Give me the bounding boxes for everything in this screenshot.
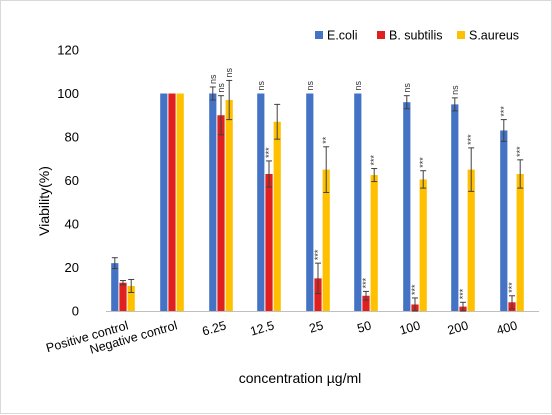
y-tick-label: 60 (65, 173, 79, 188)
significance-label: ns (402, 83, 412, 93)
bar-bsubtilis (119, 282, 127, 311)
significance-label: ns (216, 83, 226, 93)
bar-ecoli (403, 102, 411, 311)
bar-bsubtilis (168, 93, 176, 311)
significance-label: ns (305, 80, 315, 90)
significance-label: ns (224, 67, 234, 77)
x-tick-label: 50 (356, 318, 373, 335)
significance-label: *** (507, 282, 517, 293)
error-bar (128, 278, 135, 294)
significance-label: ns (450, 85, 460, 95)
x-axis-title: concentration µg/ml (239, 370, 361, 386)
y-tick-label: 20 (65, 260, 79, 275)
significance-label: ** (321, 136, 331, 144)
bar-ecoli (306, 93, 314, 311)
bar-ecoli (111, 263, 119, 311)
bar-ecoli (257, 93, 265, 311)
bar-bsubtilis (265, 173, 273, 311)
bar-saureus (176, 93, 184, 311)
bar-saureus (322, 169, 330, 311)
legend-swatch (457, 31, 465, 39)
error-bar (403, 95, 410, 110)
significance-label: *** (369, 155, 379, 166)
y-tick-label: 120 (57, 43, 79, 58)
x-tick-label: 100 (398, 318, 422, 337)
bar-saureus (370, 175, 378, 311)
error-bar (120, 280, 126, 286)
bar-ecoli (209, 93, 217, 311)
legend: E.coli B. subtilis S.aureus (315, 29, 519, 43)
error-bar (371, 168, 378, 183)
error-bar (517, 159, 524, 189)
bar-saureus (225, 100, 233, 312)
bar-saureus (419, 179, 427, 311)
legend-label: B. subtilis (389, 29, 443, 43)
x-tick-label: 12.5 (249, 318, 276, 338)
y-tick-label: 80 (65, 130, 79, 145)
legend-label: E.coli (327, 29, 358, 43)
legend-swatch (315, 31, 323, 39)
error-bar (209, 86, 216, 101)
significance-label: *** (410, 284, 420, 295)
bar-bsubtilis (362, 295, 370, 311)
significance-label: *** (264, 147, 274, 158)
error-bar (363, 290, 369, 301)
error-bar (218, 95, 224, 136)
significance-label: *** (458, 288, 468, 299)
x-tick-label: 200 (446, 318, 470, 337)
legend-swatch (377, 31, 385, 39)
significance-label: *** (515, 146, 525, 157)
error-bar (274, 103, 281, 140)
y-tick-label: 40 (65, 217, 79, 232)
significance-label: *** (499, 106, 509, 117)
error-bar (509, 295, 515, 310)
y-tick-label: 100 (57, 86, 79, 101)
error-bar (451, 97, 458, 112)
bar-saureus (467, 169, 475, 311)
bar-saureus (516, 173, 524, 311)
y-tick-label: 0 (72, 304, 79, 319)
x-tick-label: 6.25 (201, 318, 228, 338)
x-tick-label: 25 (308, 318, 325, 335)
significance-label: *** (466, 134, 476, 145)
significance-label: *** (361, 277, 371, 288)
bar-ecoli (160, 93, 168, 311)
error-bar (323, 146, 330, 193)
significance-label: ns (353, 80, 363, 90)
x-tick-label: 400 (495, 318, 519, 337)
significance-label: *** (313, 249, 323, 260)
error-bar (266, 160, 272, 188)
error-bar (500, 119, 507, 142)
y-axis-title: Viability(%) (36, 166, 52, 236)
bar-ecoli (354, 93, 362, 311)
error-bar (468, 147, 475, 192)
bar-bsubtilis (314, 278, 322, 311)
bar-saureus (273, 121, 281, 312)
bar-saureus (127, 285, 135, 311)
significance-label: ns (256, 80, 266, 90)
error-bar (460, 301, 466, 312)
error-bar (226, 79, 233, 121)
significance-label: *** (418, 157, 428, 168)
legend-label: S.aureus (469, 29, 519, 43)
error-bar (111, 257, 118, 270)
bar-ecoli (451, 104, 459, 311)
error-bar (420, 170, 427, 189)
bar-bsubtilis (217, 115, 225, 311)
error-bar (412, 297, 418, 312)
error-bar (315, 262, 321, 295)
significance-label: ns (208, 74, 218, 84)
bar-ecoli (500, 130, 508, 311)
